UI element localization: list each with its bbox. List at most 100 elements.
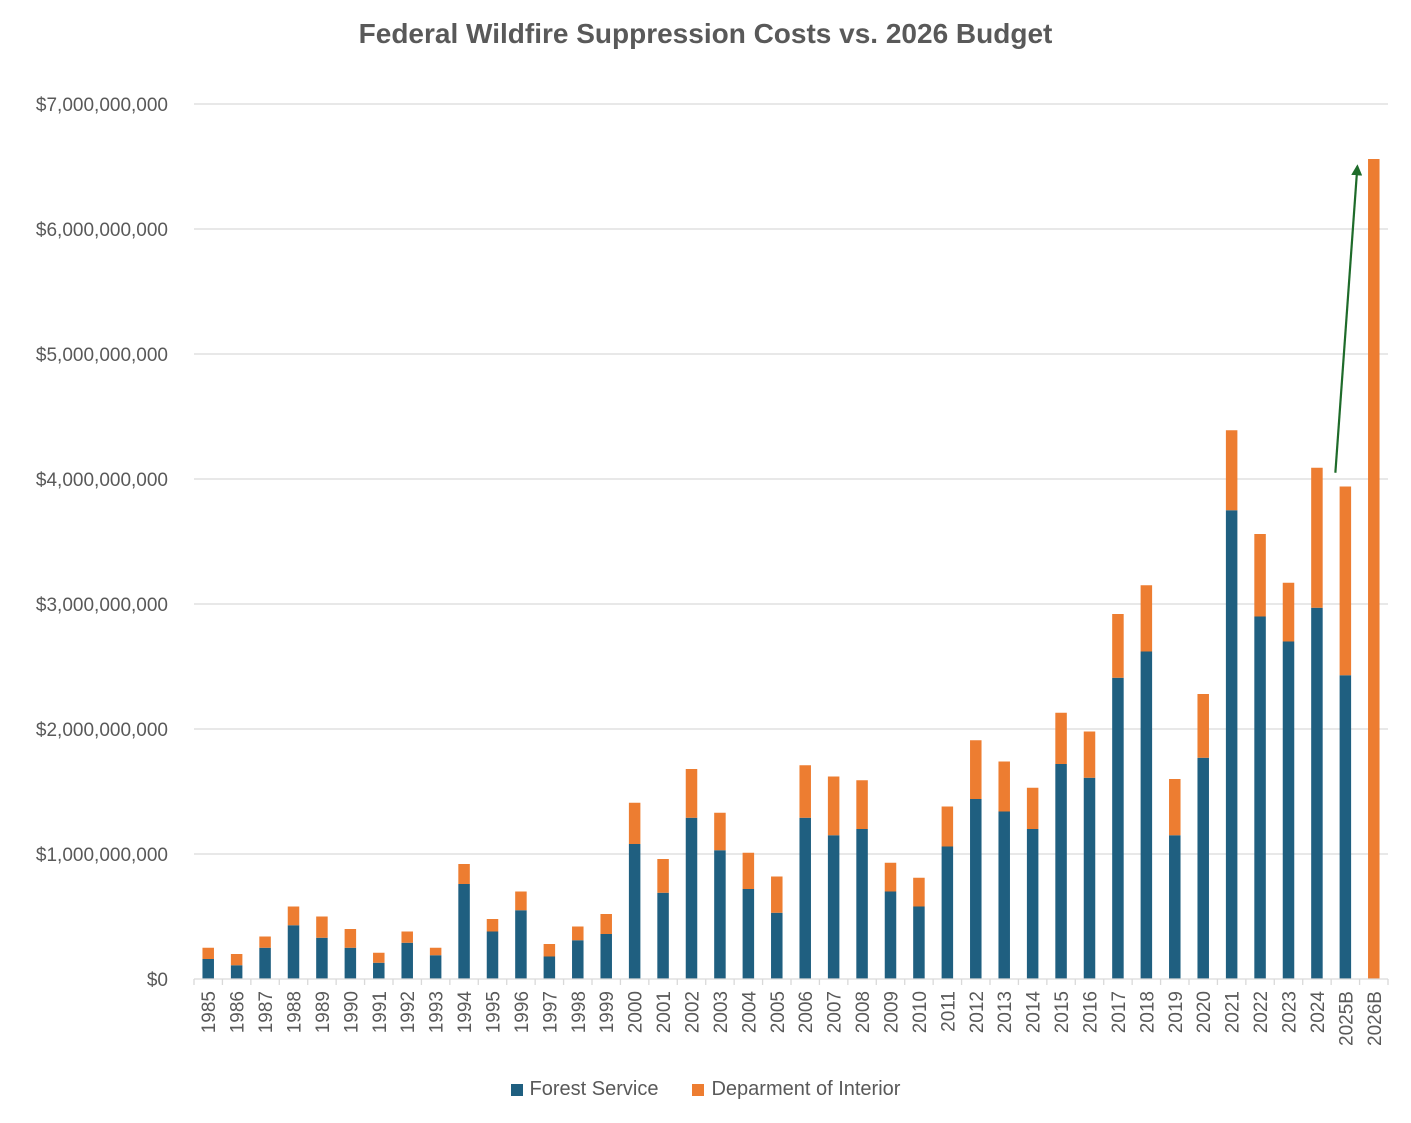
legend-swatch-department-of-interior [692, 1083, 705, 1096]
y-tick-label: $6,000,000,000 [36, 220, 168, 241]
x-tick-label: 2011 [938, 991, 959, 1032]
bar-department-of-interior [1140, 585, 1153, 652]
y-tick-label: $5,000,000,000 [36, 345, 168, 366]
x-tick-label: 2025B [1336, 991, 1357, 1046]
x-tick-label: 2005 [768, 991, 789, 1033]
x-tick-label: 1991 [370, 991, 391, 1033]
bar-forest-service [572, 940, 584, 979]
bar-forest-service [884, 891, 897, 979]
y-tick-label: $4,000,000,000 [36, 470, 168, 491]
y-tick-label: $3,000,000,000 [36, 595, 168, 616]
bar-department-of-interior [628, 802, 641, 844]
x-tick-label: 2020 [1194, 991, 1215, 1033]
bar-department-of-interior [600, 914, 612, 934]
bar-department-of-interior [486, 919, 499, 932]
x-tick-label: 2024 [1308, 991, 1329, 1034]
bar-forest-service [799, 817, 811, 979]
x-tick-label: 2004 [739, 991, 760, 1034]
x-tick-label: 2006 [796, 991, 817, 1033]
bar-department-of-interior [1055, 712, 1067, 764]
legend: Forest Service Deparment of Interior [0, 1078, 1411, 1101]
trend-arrow [1334, 164, 1363, 473]
bar-forest-service [316, 937, 328, 979]
bar-forest-service [1055, 764, 1067, 979]
bar-forest-service [344, 947, 357, 979]
x-tick-label: 1995 [484, 991, 505, 1033]
legend-label-forest-service: Forest Service [529, 1078, 659, 1100]
bar-department-of-interior [884, 862, 897, 892]
bar-forest-service [714, 850, 726, 979]
x-tick-label: 2003 [711, 991, 732, 1033]
bar-forest-service [1169, 835, 1181, 979]
x-tick-label: 2023 [1280, 991, 1301, 1033]
bar-forest-service [1282, 641, 1295, 979]
bar-department-of-interior [316, 916, 328, 938]
bar-forest-service [742, 889, 755, 979]
x-tick-label: 1988 [285, 991, 306, 1033]
bar-forest-service [657, 892, 669, 979]
gridlines [194, 103, 1388, 855]
bar-forest-service [941, 846, 954, 979]
bar-department-of-interior [401, 931, 413, 943]
bars [202, 159, 1380, 979]
x-tick-label: 1994 [455, 991, 476, 1034]
bar-department-of-interior [827, 776, 840, 836]
bar-department-of-interior [202, 947, 214, 959]
x-tick-label: 2014 [1024, 991, 1045, 1034]
y-tick-label: $1,000,000,000 [36, 845, 168, 866]
bar-department-of-interior [373, 952, 385, 963]
x-tick-label: 2008 [853, 991, 874, 1033]
legend-swatch-forest-service [510, 1083, 523, 1096]
bar-department-of-interior [1225, 430, 1238, 511]
bar-department-of-interior [1197, 694, 1209, 758]
x-tick-label: 1998 [569, 991, 590, 1033]
chart-title: Federal Wildfire Suppression Costs vs. 2… [358, 18, 1053, 49]
bar-forest-service [771, 912, 783, 979]
bar-department-of-interior [1339, 486, 1352, 676]
bar-forest-service [401, 942, 413, 979]
bar-forest-service [1083, 777, 1096, 979]
bar-department-of-interior [1282, 582, 1295, 642]
bar-department-of-interior [572, 926, 584, 941]
bar-department-of-interior [1112, 614, 1124, 678]
bar-forest-service [998, 811, 1010, 979]
bar-forest-service [230, 965, 243, 979]
bar-forest-service [543, 956, 556, 979]
bar-forest-service [259, 947, 271, 979]
bar-forest-service [913, 906, 925, 979]
bar-forest-service [429, 955, 442, 979]
x-tick-label: 1989 [313, 991, 334, 1033]
bar-forest-service [1026, 829, 1039, 979]
bar-forest-service [1197, 757, 1209, 979]
bar-forest-service [458, 884, 470, 979]
bar-department-of-interior [998, 761, 1010, 812]
bar-department-of-interior [1368, 159, 1380, 979]
bar-forest-service [373, 962, 385, 979]
bar-department-of-interior [230, 954, 243, 966]
bar-forest-service [287, 925, 300, 979]
x-tick-label: 1999 [597, 991, 618, 1033]
bar-forest-service [202, 959, 214, 979]
bar-department-of-interior [742, 852, 755, 889]
annotations [1334, 164, 1363, 473]
x-tick-label: 1993 [427, 991, 448, 1033]
x-tick-label: 2021 [1223, 991, 1244, 1033]
bar-department-of-interior [1026, 787, 1039, 829]
bar-forest-service [1140, 651, 1153, 979]
x-tick-label: 2016 [1081, 991, 1102, 1033]
bar-forest-service [515, 910, 527, 979]
legend-item-forest-service: Forest Service [510, 1078, 659, 1101]
x-tick-label: 1986 [228, 991, 249, 1033]
bar-forest-service [1112, 677, 1124, 979]
bar-department-of-interior [1083, 731, 1096, 778]
x-tick-label: 1987 [256, 991, 277, 1033]
bar-department-of-interior [771, 876, 783, 913]
bar-forest-service [1225, 510, 1238, 979]
bar-department-of-interior [970, 740, 982, 799]
legend-label-department-of-interior: Deparment of Interior [711, 1078, 901, 1100]
x-tick-label: 1997 [540, 991, 561, 1033]
bar-department-of-interior [799, 765, 811, 818]
bar-forest-service [1254, 616, 1266, 979]
y-tick-label: $7,000,000,000 [36, 95, 168, 116]
bar-forest-service [970, 799, 982, 979]
